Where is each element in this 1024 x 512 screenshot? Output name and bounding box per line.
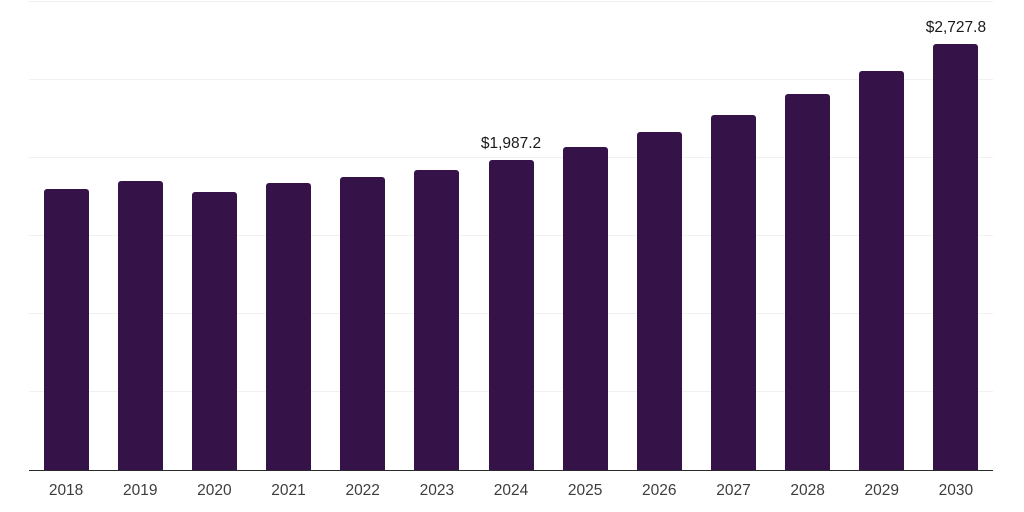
x-tick-label-2029: 2029 [864,482,900,499]
bar-2029 [859,71,905,470]
data-label-2030: $2,727.8 [925,18,987,36]
gridline [29,79,993,80]
x-tick-label-2021: 2021 [271,482,306,499]
bar-2020 [191,191,237,470]
x-tick-label-2018: 2018 [48,482,84,499]
x-tick-label-2020: 2020 [197,482,232,499]
x-tick-label-2030: 2030 [938,482,974,499]
bar-2021 [266,182,312,470]
x-tick-label-2024: 2024 [493,482,529,499]
plot-area: $1,987.2 $2,727.8 [29,0,993,471]
bar-2025 [562,146,608,470]
bar-2023 [414,169,460,470]
bar-2019 [117,180,163,470]
data-label-2024: $1,987.2 [480,134,542,152]
bar-2028 [785,93,831,470]
x-tick-label-2022: 2022 [345,482,380,499]
x-tick-label-2025: 2025 [567,482,603,499]
x-tick-label-2019: 2019 [122,482,158,499]
bar-2030 [933,44,979,470]
gridline [29,157,993,158]
bar-2027 [710,114,756,470]
gridline [29,1,993,2]
x-tick-label-2028: 2028 [790,482,825,499]
bar-2026 [636,131,682,470]
x-tick-label-2023: 2023 [419,482,455,499]
x-tick-label-2027: 2027 [716,482,751,499]
bar-2022 [340,176,386,470]
x-axis: 2018 2019 2020 2021 2022 2023 2024 2025 2026 2027… [29,470,993,512]
bar-2024 [488,160,534,470]
x-tick-label-2026: 2026 [642,482,677,499]
bar-2018 [43,188,89,470]
